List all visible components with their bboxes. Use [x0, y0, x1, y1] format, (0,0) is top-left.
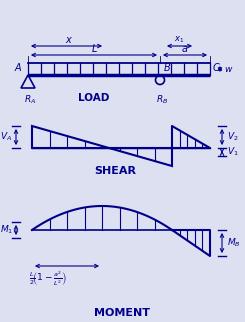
- Text: $M_1$: $M_1$: [0, 224, 13, 236]
- Text: $B$: $B$: [163, 61, 171, 73]
- Text: $a$: $a$: [181, 44, 189, 54]
- Text: $V_1$: $V_1$: [227, 146, 239, 158]
- Text: SHEAR: SHEAR: [94, 166, 136, 176]
- Text: $C$: $C$: [212, 61, 221, 73]
- Text: $M_B$: $M_B$: [227, 237, 241, 249]
- Text: $w$: $w$: [224, 64, 233, 73]
- Text: MOMENT: MOMENT: [94, 308, 150, 318]
- Text: $L$: $L$: [91, 42, 98, 54]
- Text: $R_A$: $R_A$: [24, 93, 36, 106]
- Text: $V_A$: $V_A$: [0, 131, 12, 143]
- Text: $V_2$: $V_2$: [227, 131, 239, 143]
- Text: $x$: $x$: [65, 35, 74, 45]
- Text: LOAD: LOAD: [78, 93, 110, 103]
- Text: $\frac{L}{2}\!\left(1-\frac{a^2}{L^2}\right)$: $\frac{L}{2}\!\left(1-\frac{a^2}{L^2}\ri…: [29, 269, 67, 288]
- Text: $x_1$: $x_1$: [174, 34, 185, 45]
- Text: $R_B$: $R_B$: [156, 93, 168, 106]
- Text: $A$: $A$: [14, 61, 23, 73]
